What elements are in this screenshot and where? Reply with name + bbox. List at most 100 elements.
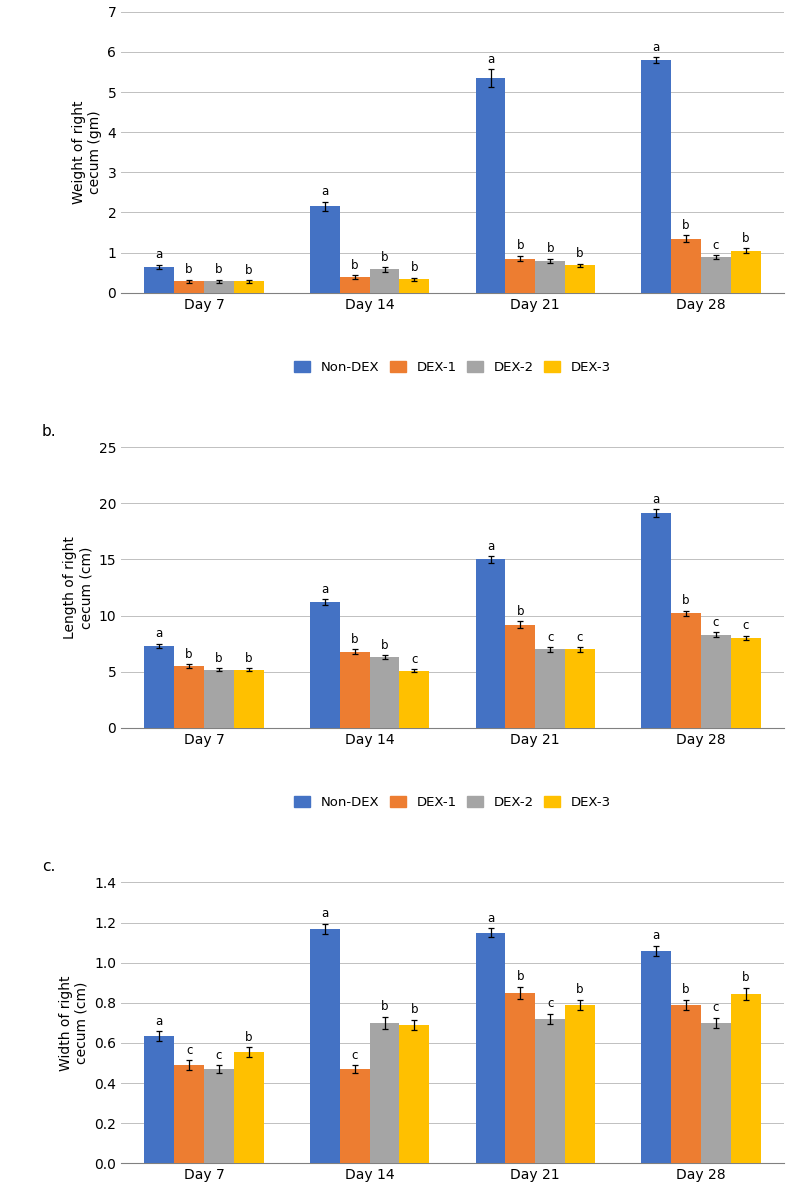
Text: b: b (516, 240, 524, 253)
Bar (340, 652, 369, 728)
Text: b: b (410, 1003, 418, 1016)
Bar (701, 1023, 730, 1163)
Bar (310, 602, 340, 728)
Bar (175, 281, 204, 293)
Text: b: b (410, 261, 418, 274)
Bar (642, 61, 671, 293)
Bar (671, 614, 701, 728)
Bar (671, 239, 701, 293)
Text: b: b (381, 250, 389, 264)
Bar (204, 281, 234, 293)
Text: a: a (653, 929, 660, 942)
Text: c: c (713, 239, 719, 252)
Bar (476, 559, 506, 728)
Bar (701, 258, 730, 293)
Bar (535, 1018, 565, 1163)
Text: b: b (742, 231, 749, 245)
Bar (730, 639, 760, 728)
Text: b: b (516, 970, 524, 983)
Text: b: b (682, 595, 690, 608)
Bar (535, 261, 565, 293)
Text: b: b (215, 264, 223, 277)
Bar (565, 1004, 595, 1163)
Text: a: a (653, 40, 660, 53)
Text: c: c (713, 616, 719, 629)
Text: c.: c. (42, 859, 55, 874)
Y-axis label: Width of right
cecum (cm): Width of right cecum (cm) (59, 975, 89, 1071)
Text: b: b (576, 247, 583, 260)
Bar (145, 267, 175, 293)
Text: b: b (682, 218, 690, 231)
Text: c: c (351, 1048, 358, 1061)
Text: a: a (322, 583, 329, 596)
Bar (642, 514, 671, 728)
Text: a: a (322, 907, 329, 920)
Bar (399, 1024, 429, 1163)
Bar (340, 1069, 369, 1163)
Y-axis label: Length of right
cecum (cm): Length of right cecum (cm) (63, 537, 93, 639)
Y-axis label: Weight of right
cecum (gm): Weight of right cecum (gm) (72, 101, 102, 204)
Bar (234, 281, 263, 293)
Text: b: b (381, 1001, 389, 1014)
Text: a: a (156, 628, 163, 640)
Bar (340, 278, 369, 293)
Text: b: b (245, 264, 252, 277)
Text: b: b (351, 259, 359, 272)
Bar (730, 250, 760, 293)
Text: b: b (576, 983, 583, 996)
Text: b.: b. (42, 424, 57, 439)
Bar (175, 1065, 204, 1163)
Text: b: b (682, 983, 690, 996)
Text: c: c (547, 630, 553, 643)
Bar (535, 649, 565, 728)
Text: c: c (743, 620, 749, 633)
Bar (204, 1069, 234, 1163)
Bar (671, 1004, 701, 1163)
Bar (730, 994, 760, 1163)
Bar (204, 669, 234, 728)
Text: c: c (411, 653, 418, 666)
Text: b: b (185, 264, 193, 277)
Bar (565, 649, 595, 728)
Text: b: b (215, 652, 223, 665)
Text: a: a (487, 53, 494, 65)
Text: a: a (653, 493, 660, 506)
Bar (310, 207, 340, 293)
Bar (565, 266, 595, 293)
Legend: Non-DEX, DEX-1, DEX-2, DEX-3: Non-DEX, DEX-1, DEX-2, DEX-3 (294, 361, 611, 374)
Text: b: b (516, 605, 524, 618)
Text: b: b (351, 633, 359, 646)
Bar (642, 951, 671, 1163)
Text: a: a (322, 185, 329, 198)
Text: a: a (156, 1015, 163, 1028)
Text: b: b (245, 1030, 252, 1043)
Bar (369, 658, 399, 728)
Bar (145, 646, 175, 728)
Bar (399, 279, 429, 293)
Text: c: c (577, 630, 583, 643)
Bar (476, 78, 506, 293)
Text: a: a (487, 540, 494, 553)
Bar (506, 259, 535, 293)
Bar (175, 666, 204, 728)
Legend: Non-DEX, DEX-1, DEX-2, DEX-3: Non-DEX, DEX-1, DEX-2, DEX-3 (294, 796, 611, 810)
Bar (506, 992, 535, 1163)
Text: b: b (245, 652, 252, 665)
Text: b: b (381, 639, 389, 652)
Text: c: c (216, 1048, 222, 1061)
Text: c: c (713, 1002, 719, 1015)
Text: a: a (487, 912, 494, 925)
Text: b: b (185, 648, 193, 661)
Bar (145, 1036, 175, 1163)
Bar (701, 635, 730, 728)
Text: c: c (547, 997, 553, 1010)
Bar (369, 1023, 399, 1163)
Text: a: a (156, 248, 163, 261)
Text: b: b (546, 242, 554, 255)
Bar (234, 669, 263, 728)
Bar (476, 933, 506, 1163)
Bar (234, 1052, 263, 1163)
Text: c: c (186, 1043, 192, 1056)
Text: a.: a. (42, 0, 56, 4)
Bar (399, 671, 429, 728)
